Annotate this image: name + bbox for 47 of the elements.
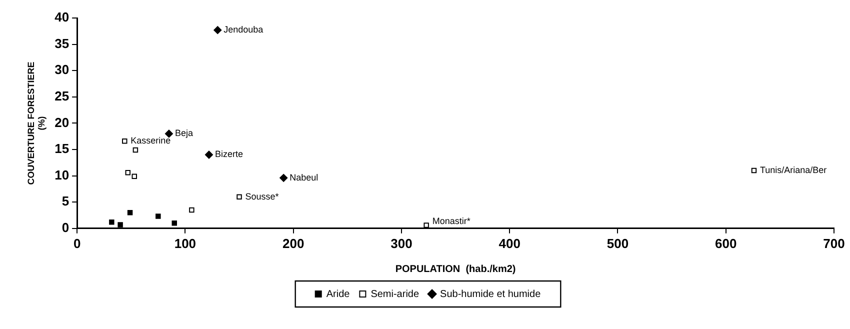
y-tick-label: 5	[62, 194, 70, 209]
y-tick-label: 0	[62, 220, 70, 235]
x-tick-label: 600	[715, 236, 737, 251]
annotation: Sousse*	[245, 191, 280, 202]
annotation: Bizerte	[214, 149, 243, 160]
legend-label: Semi-aride	[370, 288, 420, 300]
annotation: Monastir*	[432, 216, 471, 226]
y-tick-label: 15	[54, 141, 70, 156]
point	[236, 194, 242, 200]
point	[424, 222, 429, 228]
annotation: Nabeul	[290, 172, 318, 182]
x-tick-label: 200	[282, 236, 304, 251]
x-tick-label: 0	[73, 236, 81, 251]
point	[125, 170, 131, 176]
annotation: Jendouba	[224, 24, 264, 35]
point	[132, 147, 138, 153]
x-axis-title: POPULATION (hab./km2)	[395, 264, 516, 275]
annotation: Kasserine	[130, 136, 171, 146]
y-tick-label: 20	[54, 114, 70, 130]
point	[204, 150, 213, 159]
point	[122, 138, 128, 144]
point	[156, 214, 161, 219]
x-tick-label: 400	[498, 236, 520, 251]
y-tick-label: 40	[54, 10, 70, 25]
point	[132, 174, 137, 179]
x-tick-label: 300	[390, 236, 412, 251]
y-axis-title: COUVERTURE FORESTIERE (%)	[26, 62, 47, 185]
point	[164, 130, 173, 138]
point	[751, 168, 757, 174]
point	[118, 222, 123, 228]
point	[214, 26, 222, 34]
x-tick-label: 500	[606, 236, 629, 251]
y-tick-label: 10	[54, 167, 70, 182]
y-tick-label: 25	[54, 88, 70, 104]
point	[127, 210, 133, 216]
y-tick-label: 30	[54, 62, 70, 78]
point	[189, 207, 194, 213]
point	[172, 220, 177, 226]
x-tick-label: 100	[174, 236, 196, 251]
annotation: Tunis/Ariana/Ber	[760, 165, 827, 176]
annotation: Beja	[174, 128, 193, 138]
x-tick-label: 700	[823, 236, 845, 251]
legend-label: Aride	[326, 288, 350, 300]
y-tick-label: 35	[54, 36, 70, 51]
point	[280, 174, 288, 182]
legend-label: Sub-humide et humide	[440, 288, 542, 300]
point	[109, 219, 114, 225]
